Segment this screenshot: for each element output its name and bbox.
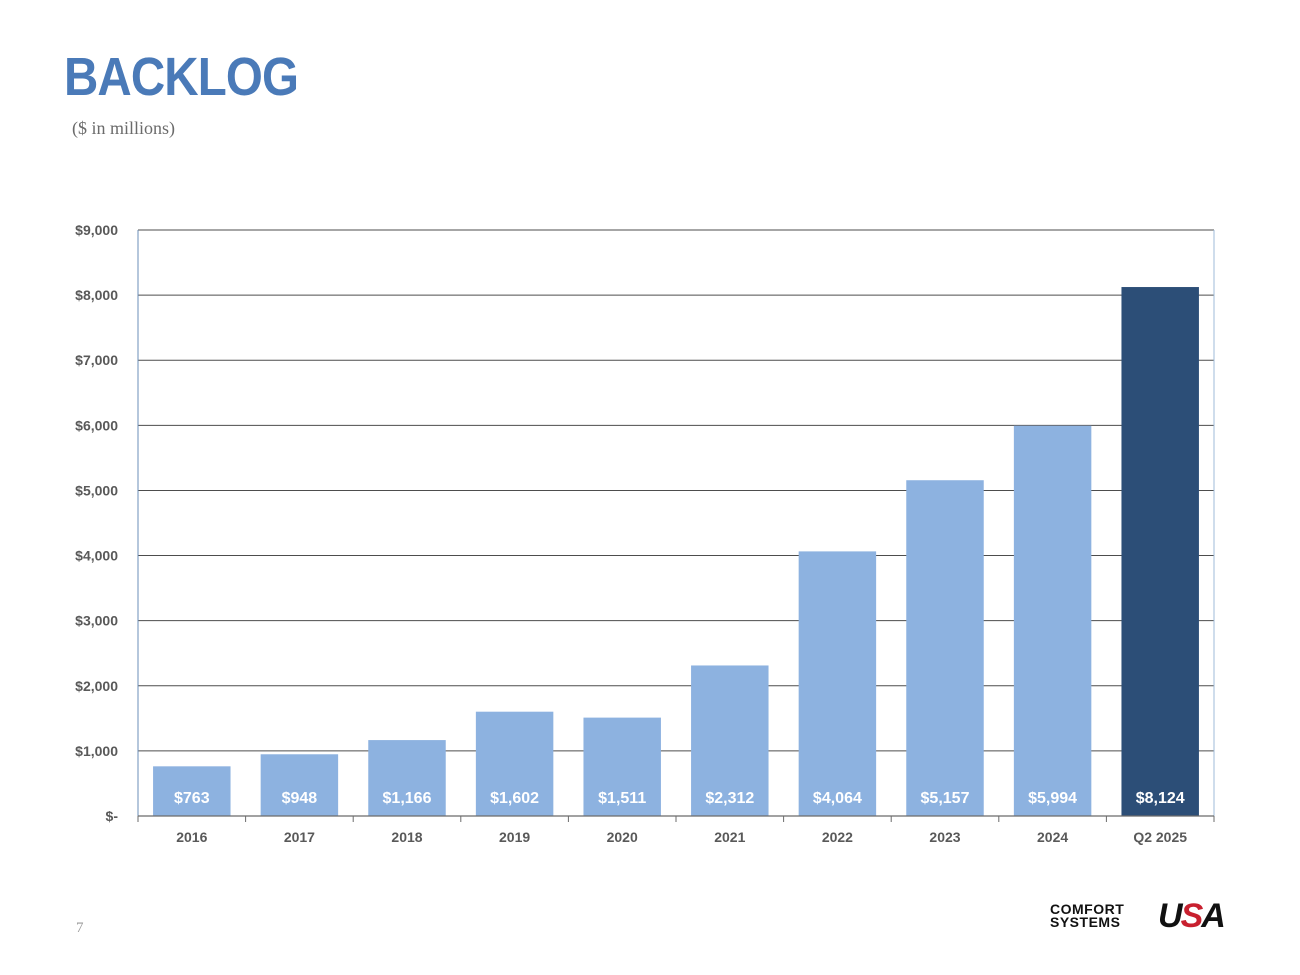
y-tick-label: $9,000 [75,222,118,238]
x-tick-label: Q2 2025 [1133,829,1187,845]
data-label: $1,166 [383,790,432,807]
x-tick-label: 2020 [607,829,638,845]
logo-wordmark: COMFORT SYSTEMS [1050,901,1125,930]
y-tick-label: $3,000 [75,613,118,629]
x-tick-label: 2023 [929,829,960,845]
company-logo: COMFORT SYSTEMS USA [1050,897,1245,937]
data-label: $8,124 [1136,790,1185,807]
x-tick-label: 2017 [284,829,315,845]
data-label: $948 [282,790,318,807]
data-label: $5,157 [921,790,970,807]
bar-2023 [906,480,984,816]
logo-mark-a: A [1201,897,1226,935]
data-label: $2,312 [705,790,754,807]
logo-text-line1: COMFORT [1050,901,1125,917]
bar-2016 [153,766,231,816]
x-tick-label: 2018 [391,829,422,845]
y-tick-label: $- [106,808,119,824]
bar-q2-2025 [1121,287,1199,816]
y-tick-label: $2,000 [75,678,118,694]
data-label: $1,511 [598,790,646,807]
logo-mark-s: S [1180,897,1204,935]
x-tick-label: 2019 [499,829,530,845]
y-tick-label: $4,000 [75,548,118,564]
y-tick-label: $7,000 [75,352,118,368]
y-tick-label: $5,000 [75,482,118,498]
logo-mark-u: U [1158,897,1183,935]
bar-2024 [1013,425,1092,816]
data-label: $1,602 [490,790,539,807]
y-tick-label: $8,000 [75,287,118,303]
bar-2021 [691,665,769,816]
data-label: $4,064 [813,790,862,807]
logo-text-line2: SYSTEMS [1050,914,1121,930]
page-subtitle: ($ in millions) [72,118,175,138]
bar-2022 [798,551,877,816]
x-tick-label: 2016 [176,829,207,845]
page-title: BACKLOG [64,47,299,107]
y-tick-label: $6,000 [75,417,118,433]
data-label: $5,994 [1028,790,1077,807]
bar-2017 [260,754,339,816]
x-tick-label: 2024 [1037,829,1068,845]
x-tick-label: 2021 [714,829,745,845]
data-label: $763 [174,790,210,807]
bar-2018 [368,740,446,816]
bar-2019 [475,711,554,816]
y-tick-label: $1,000 [75,743,118,759]
page-number: 7 [76,920,84,936]
logo-usa-mark: USA [1158,897,1226,935]
x-tick-label: 2022 [822,829,853,845]
bar-2020 [583,717,661,816]
